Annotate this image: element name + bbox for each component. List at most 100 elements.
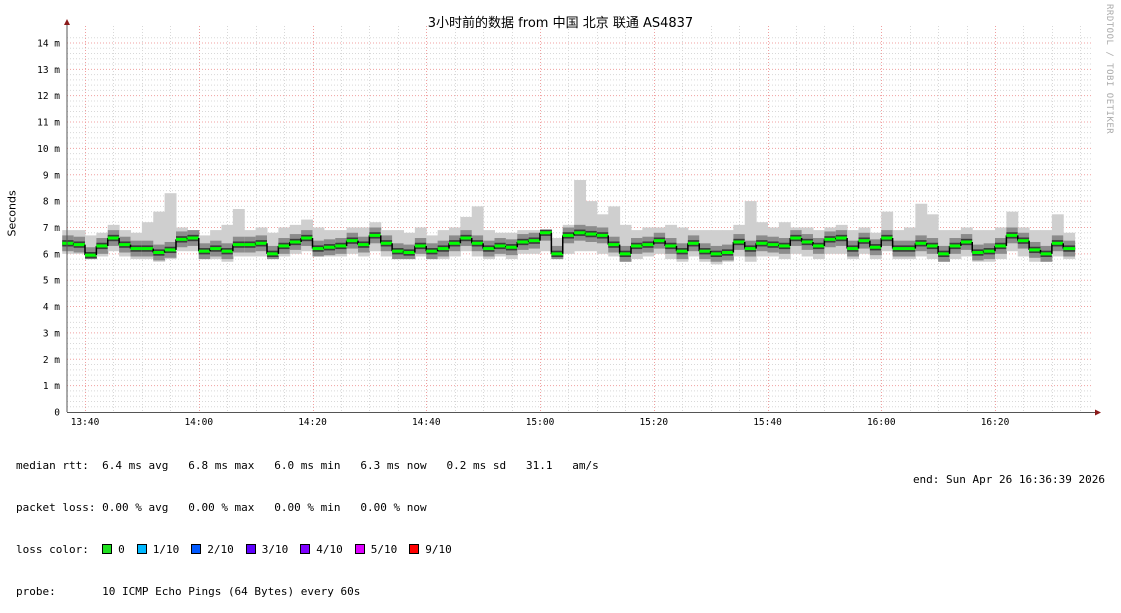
median-point — [847, 247, 859, 251]
x-tick-label: 16:00 — [867, 417, 896, 428]
median-point — [960, 240, 973, 244]
median-point — [96, 244, 109, 248]
loss-color-text: 2/10 — [207, 543, 234, 556]
smoke-band-outer — [608, 206, 621, 257]
median-point — [380, 241, 393, 245]
median-point — [187, 236, 200, 240]
median-point — [267, 252, 279, 256]
median-point — [767, 243, 780, 247]
loss-color-item: 5/10 — [354, 543, 398, 556]
median-rtt-row: median rtt: 6.4 ms avg 6.8 ms max 6.0 ms… — [16, 459, 599, 473]
loss-color-text: 5/10 — [370, 543, 398, 556]
packet-loss-label: packet loss: — [16, 501, 96, 514]
median-point — [608, 243, 621, 247]
loss-color-item: 1/10 — [136, 543, 180, 556]
loss-color-swatch — [245, 544, 256, 554]
median-point — [312, 247, 325, 251]
x-tick-label: 13:40 — [71, 417, 100, 428]
median-point — [540, 231, 552, 235]
median-point — [972, 251, 985, 255]
median-point — [1040, 252, 1053, 256]
median-point — [653, 239, 666, 243]
packet-loss-row: packet loss: 0.00 % avg 0.00 % max 0.00 … — [16, 501, 599, 515]
loss-color-text: 9/10 — [425, 543, 452, 556]
median-point — [631, 244, 643, 248]
median-point — [278, 244, 291, 248]
median-point — [995, 244, 1007, 248]
median-point — [153, 251, 166, 255]
median-point — [710, 252, 723, 256]
x-tick-label: 14:20 — [298, 417, 327, 428]
median-point — [1017, 239, 1030, 243]
chart-title: 3小时前的数据 from 中国 北京 联通 AS4837 — [427, 16, 694, 31]
median-rtt-label: median rtt: — [16, 459, 89, 472]
median-point — [642, 243, 655, 247]
median-point — [244, 243, 257, 247]
median-point — [574, 231, 586, 235]
median-point — [949, 244, 962, 248]
median-point — [892, 247, 905, 251]
loss-color-swatch — [300, 544, 311, 554]
y-tick-label: 12 m — [37, 91, 60, 102]
median-point — [551, 252, 564, 256]
median-point — [289, 240, 302, 244]
loss-color-swatch — [354, 544, 365, 554]
median-point — [801, 240, 814, 244]
smoke-band-outer — [574, 180, 586, 252]
y-tick-label: 4 m — [43, 302, 60, 313]
median-point — [301, 236, 313, 240]
median-point — [107, 236, 120, 240]
median-point — [62, 241, 75, 245]
packet-loss-values: 0.00 % avg 0.00 % max 0.00 % min 0.00 % … — [102, 501, 427, 514]
smoke-band-outer — [1040, 230, 1053, 262]
median-point — [449, 241, 461, 245]
median-point — [255, 241, 268, 245]
median-point — [392, 249, 404, 253]
loss-color-swatch — [191, 544, 202, 554]
loss-color-text: 0 — [118, 543, 125, 556]
median-point — [744, 247, 757, 251]
loss-color-text: 1/10 — [152, 543, 180, 556]
median-point — [687, 241, 700, 245]
median-point — [119, 243, 131, 247]
median-point — [346, 239, 359, 243]
smoke-band-outer — [619, 224, 632, 262]
median-point — [221, 249, 234, 253]
probe-label: probe: — [16, 585, 56, 598]
median-point — [778, 244, 791, 248]
smoke-band-outer — [232, 209, 245, 257]
median-point — [460, 236, 473, 240]
median-point — [596, 233, 609, 237]
median-point — [358, 243, 370, 247]
median-point — [232, 243, 245, 247]
median-point — [869, 245, 882, 249]
x-tick-label: 15:40 — [753, 417, 782, 428]
median-point — [517, 240, 530, 244]
median-point — [926, 244, 939, 248]
median-point — [915, 241, 928, 245]
median-point — [1006, 233, 1019, 237]
loss-color-label: loss color: — [16, 543, 89, 556]
median-point — [733, 240, 746, 244]
smoke-band-outer — [221, 224, 234, 262]
median-point — [585, 232, 598, 236]
smoke-band-outer — [164, 193, 177, 260]
tick-labels: 0 1 m 2 m 3 m 4 m 5 m 6 m 7 m 8 m 9 m 10 m 11 m 12 m… — [37, 38, 1009, 428]
median-point — [471, 241, 484, 245]
x-tick-label: 15:00 — [526, 417, 555, 428]
median-point — [437, 247, 450, 251]
loss-color-swatch — [102, 544, 113, 554]
loss-color-item: 2/10 — [191, 543, 234, 556]
median-point — [528, 239, 541, 243]
smoke-band-outer — [471, 206, 484, 257]
median-point — [403, 251, 416, 255]
legend: median rtt: 6.4 ms avg 6.8 ms max 6.0 ms… — [16, 431, 599, 613]
median-point — [210, 247, 222, 251]
median-point — [824, 237, 837, 241]
loss-color-text: 3/10 — [261, 543, 289, 556]
loss-color-item: 3/10 — [245, 543, 289, 556]
smoke-band-outer — [938, 230, 950, 262]
loss-color-item: 4/10 — [300, 543, 343, 556]
median-point — [1051, 241, 1064, 245]
median-point — [790, 236, 803, 240]
